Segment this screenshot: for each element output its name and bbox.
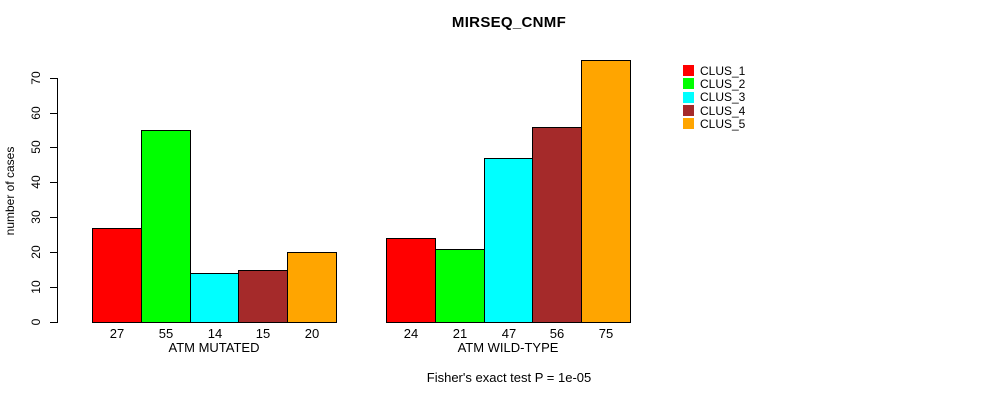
y-tick <box>50 217 57 219</box>
legend-label: CLUS_4 <box>700 103 746 118</box>
y-tick-label: 30 <box>29 210 43 224</box>
bar-value-label: 14 <box>207 326 223 341</box>
y-tick-label: 0 <box>29 318 43 326</box>
legend-item: CLUS_4 <box>683 104 745 117</box>
bar <box>141 130 191 323</box>
y-tick-label: 10 <box>29 280 43 294</box>
chart-title: MIRSEQ_CNMF <box>451 14 567 31</box>
bar-value-label: 15 <box>255 326 271 341</box>
y-tick <box>50 322 57 323</box>
legend-swatch-icon <box>683 65 694 77</box>
legend-swatch-icon <box>683 118 694 130</box>
bar <box>435 248 485 323</box>
legend-swatch-icon <box>683 78 694 90</box>
legend-item: CLUS_3 <box>683 91 745 104</box>
y-axis-title: number of cases <box>3 146 17 236</box>
bar <box>581 60 631 323</box>
y-tick <box>50 287 57 289</box>
y-tick-label: 60 <box>29 105 43 120</box>
legend-item: CLUS_2 <box>683 77 745 90</box>
y-axis-line <box>57 77 58 323</box>
bar-value-label: 24 <box>403 326 419 341</box>
bar-value-label: 20 <box>304 326 320 341</box>
y-tick <box>50 182 57 184</box>
legend-swatch-icon <box>683 105 694 117</box>
bar-value-label: 56 <box>549 326 565 341</box>
legend-label: CLUS_2 <box>700 76 746 91</box>
legend-item: CLUS_1 <box>683 64 745 77</box>
bar-value-label: 75 <box>598 326 614 341</box>
group-label: ATM MUTATED <box>168 340 260 355</box>
legend-swatch-icon <box>683 91 694 103</box>
bar <box>532 126 582 323</box>
bar-value-label: 27 <box>109 326 125 341</box>
y-tick-label: 70 <box>29 70 43 85</box>
bar-value-label: 21 <box>452 326 468 341</box>
legend-label: CLUS_1 <box>700 63 746 78</box>
group-label: ATM WILD-TYPE <box>457 340 559 355</box>
y-tick <box>50 147 57 149</box>
bar <box>190 273 240 323</box>
bar <box>287 252 337 323</box>
y-tick <box>50 112 57 114</box>
bar-value-label: 47 <box>501 326 517 341</box>
y-tick-label: 20 <box>29 245 43 259</box>
bar <box>386 238 436 323</box>
bar <box>92 227 142 323</box>
y-tick-label: 40 <box>29 175 43 189</box>
bar <box>238 269 288 323</box>
caption: Fisher's exact test P = 1e-05 <box>426 370 592 385</box>
legend-item: CLUS_5 <box>683 117 745 130</box>
legend-label: CLUS_3 <box>700 90 746 105</box>
bar <box>484 157 534 323</box>
bar-value-label: 55 <box>158 326 174 341</box>
y-tick <box>50 252 57 254</box>
legend-label: CLUS_5 <box>700 116 746 131</box>
y-tick <box>50 77 57 79</box>
legend: CLUS_1 CLUS_2 CLUS_3 CLUS_4 CLUS_5 <box>683 64 745 130</box>
y-tick-label: 50 <box>29 140 43 155</box>
